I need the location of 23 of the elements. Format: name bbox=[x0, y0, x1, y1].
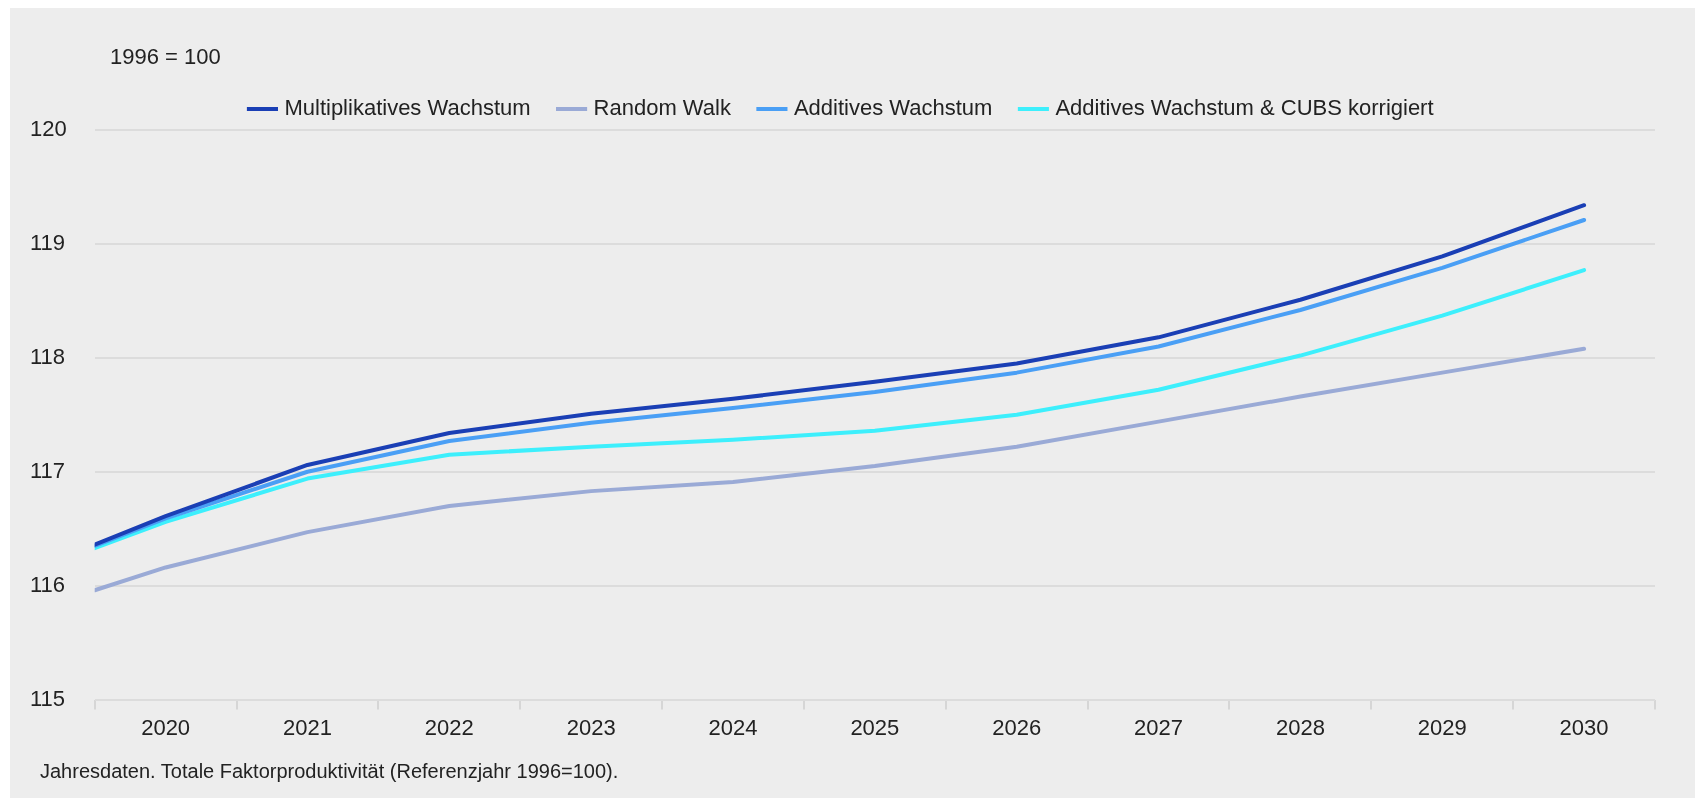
text: Jahresdaten. Totale Faktorproduktivität (Referenzjahr 1996=100). bbox=[40, 760, 619, 783]
y-tick-label: 115 bbox=[30, 685, 66, 711]
y-tick-label: 117 bbox=[30, 457, 66, 483]
x-tick-label: 2029 bbox=[1417, 714, 1467, 740]
x-tick-label: 2027 bbox=[1134, 714, 1184, 740]
y-tick-label: 118 bbox=[30, 343, 66, 369]
x-tick-label: 2021 bbox=[283, 714, 332, 740]
legend-label: Random Walk bbox=[593, 95, 732, 121]
legend-label: Multiplikatives Wachstum bbox=[284, 95, 531, 121]
x-tick-label: 2020 bbox=[141, 714, 191, 740]
x-tick-label: 2022 bbox=[424, 714, 474, 740]
y-axis-title: 1996 = 100 bbox=[110, 44, 221, 70]
y-tick-label: 116 bbox=[30, 571, 66, 597]
y-tick-label: 120 bbox=[30, 116, 67, 142]
x-tick-label: 2028 bbox=[1275, 714, 1325, 740]
x-tick-label: 2026 bbox=[992, 714, 1042, 740]
legend-label: Additives Wachstum & CUBS korrigiert bbox=[1055, 95, 1434, 121]
y-tick-label: 119 bbox=[30, 229, 66, 255]
x-tick-label: 2023 bbox=[566, 714, 616, 740]
x-tick-label: 2030 bbox=[1559, 714, 1609, 740]
x-tick-label: 2025 bbox=[850, 714, 900, 740]
legend-label: Additives Wachstum bbox=[793, 95, 993, 121]
x-tick-label: 2024 bbox=[708, 714, 758, 740]
